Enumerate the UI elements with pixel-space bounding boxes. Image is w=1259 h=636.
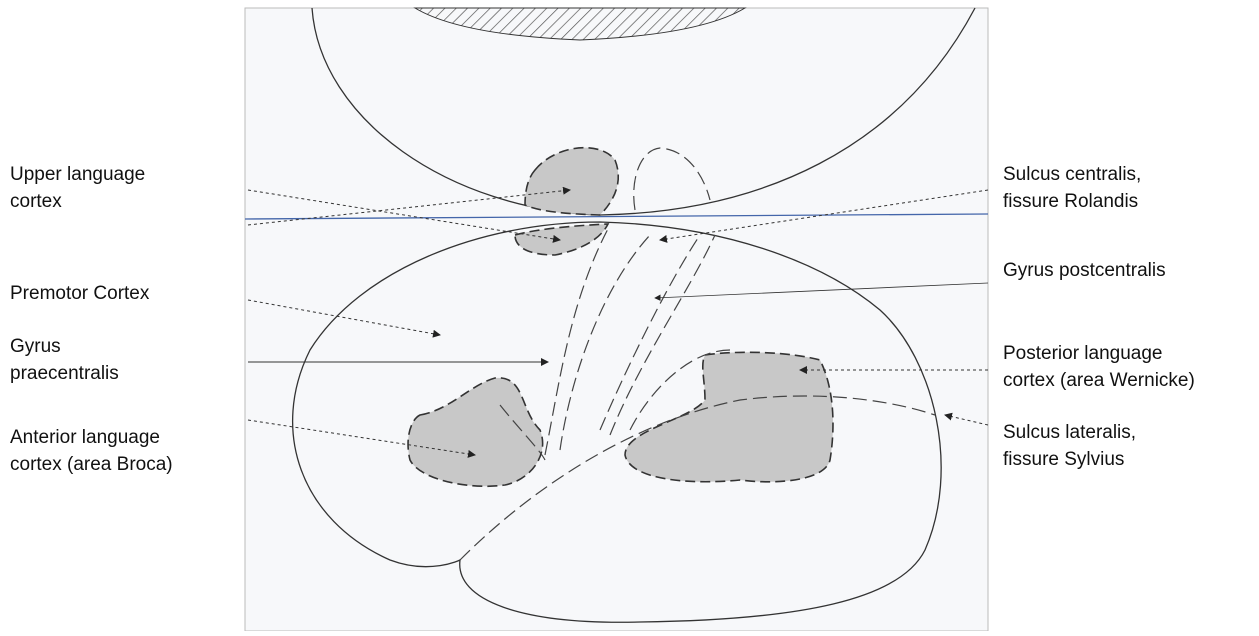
annotation-label: Sulcus centralis, — [1003, 164, 1141, 185]
annotation-label: praecentralis — [10, 363, 119, 384]
annotation-label: Posterior language — [1003, 343, 1163, 364]
labels: Upper language cortex Premotor Cortex Gyrus… — [10, 164, 1195, 475]
annotation-label: Premotor Cortex — [10, 283, 150, 304]
annotation-label: cortex (area Broca) — [10, 454, 173, 475]
annotation-label: Gyrus postcentralis — [1003, 260, 1166, 281]
annotation-label: Anterior language — [10, 427, 160, 448]
annotation-label: fissure Rolandis — [1003, 191, 1138, 212]
annotation-label: Sulcus lateralis, — [1003, 422, 1136, 443]
annotation-label: fissure Sylvius — [1003, 449, 1124, 470]
annotation-label: cortex — [10, 191, 62, 212]
annotation-label: Gyrus — [10, 336, 61, 357]
brain-drawing — [244, 7, 989, 623]
annotation-label: cortex (area Wernicke) — [1003, 370, 1195, 391]
annotation-label: Upper language — [10, 164, 145, 185]
figure-frame — [244, 7, 989, 632]
